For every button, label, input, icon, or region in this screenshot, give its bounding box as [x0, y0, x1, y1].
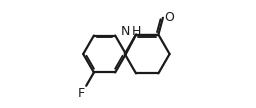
Text: H: H	[132, 25, 141, 38]
Text: O: O	[164, 11, 174, 24]
Text: F: F	[78, 87, 85, 100]
Text: N: N	[121, 25, 130, 38]
